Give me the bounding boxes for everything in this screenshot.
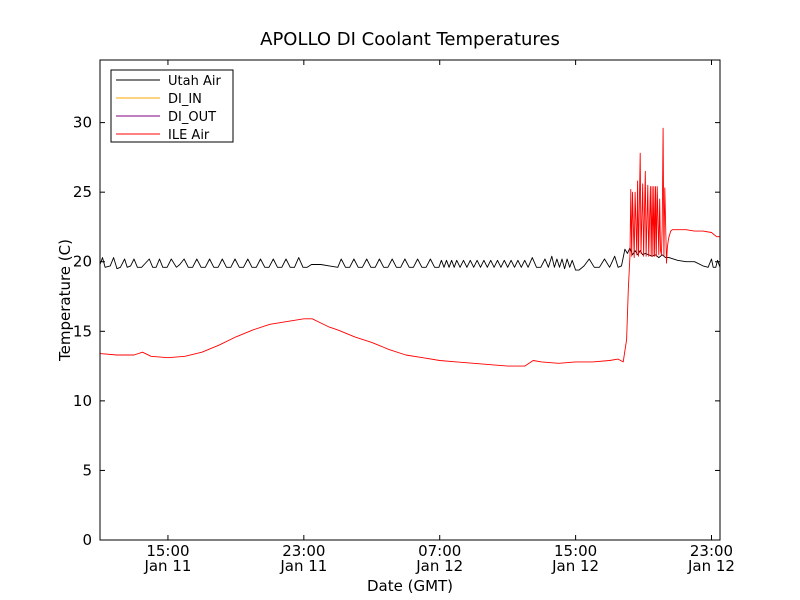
x-tick-label-time: 15:00 — [554, 542, 597, 560]
legend-label-ile-air: ILE Air — [168, 128, 210, 143]
y-tick-label: 30 — [73, 114, 92, 132]
plot-frame — [99, 59, 721, 541]
y-tick-label: 15 — [73, 322, 92, 340]
x-tick-label-time: 23:00 — [690, 542, 733, 560]
x-tick-label-time: 15:00 — [146, 542, 189, 560]
x-tick-label-time: 23:00 — [282, 542, 325, 560]
x-tick-label-date: Jan 11 — [143, 557, 191, 575]
legend-label-utah-air: Utah Air — [168, 74, 221, 89]
y-axis-label: Temperature (C) — [56, 239, 74, 362]
series-line-ile-air — [99, 127, 720, 367]
legend-label-di-in: DI_IN — [168, 92, 202, 107]
y-tick-label: 20 — [73, 253, 92, 271]
y-tick-label: 10 — [73, 392, 92, 410]
x-tick-label-date: Jan 12 — [415, 557, 463, 575]
y-axis: 0 5 10 15 20 25 30 — [73, 114, 720, 549]
x-tick-label-date: Jan 12 — [551, 557, 599, 575]
x-tick-label-date: Jan 12 — [687, 557, 735, 575]
legend: Utah Air DI_IN DI_OUT ILE Air — [110, 69, 234, 143]
y-tick-label: 25 — [73, 183, 92, 201]
chart-title: APOLLO DI Coolant Temperatures — [260, 29, 560, 50]
legend-label-di-out: DI_OUT — [168, 110, 216, 125]
legend-box — [110, 69, 234, 143]
x-tick-label-time: 07:00 — [418, 542, 461, 560]
y-tick-label: 0 — [82, 531, 92, 549]
series-line-utah-air — [99, 247, 721, 271]
x-axis-label: Date (GMT) — [367, 577, 453, 595]
x-tick-label-date: Jan 11 — [279, 557, 327, 575]
y-tick-label: 5 — [82, 461, 92, 479]
series-layer — [99, 127, 721, 367]
